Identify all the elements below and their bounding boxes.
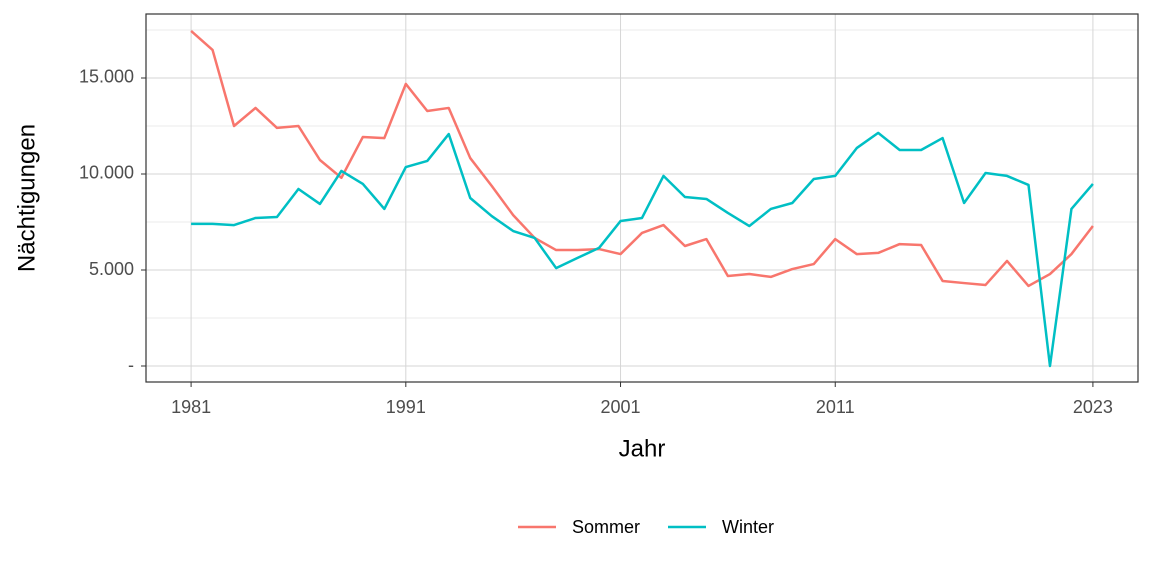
y-tick-label: 5.000 <box>89 259 134 279</box>
x-tick-label: 1991 <box>386 397 426 417</box>
y-tick-label: 15.000 <box>79 67 134 87</box>
y-tick-label: - <box>128 355 134 375</box>
y-tick-label: 10.000 <box>79 163 134 183</box>
x-tick-label: 1981 <box>171 397 211 417</box>
series-line <box>190 30 1094 288</box>
series-line <box>191 131 1094 368</box>
panel-border <box>145 13 1139 383</box>
x-tick-label: 2011 <box>816 397 855 417</box>
y-axis-label: Nächtigungen <box>13 124 40 272</box>
legend-label: Sommer <box>572 517 640 537</box>
x-axis-label: Jahr <box>619 435 666 462</box>
x-tick-label: 2001 <box>601 397 641 417</box>
x-tick-label: 2023 <box>1073 397 1113 417</box>
legend-label: Winter <box>722 517 774 537</box>
